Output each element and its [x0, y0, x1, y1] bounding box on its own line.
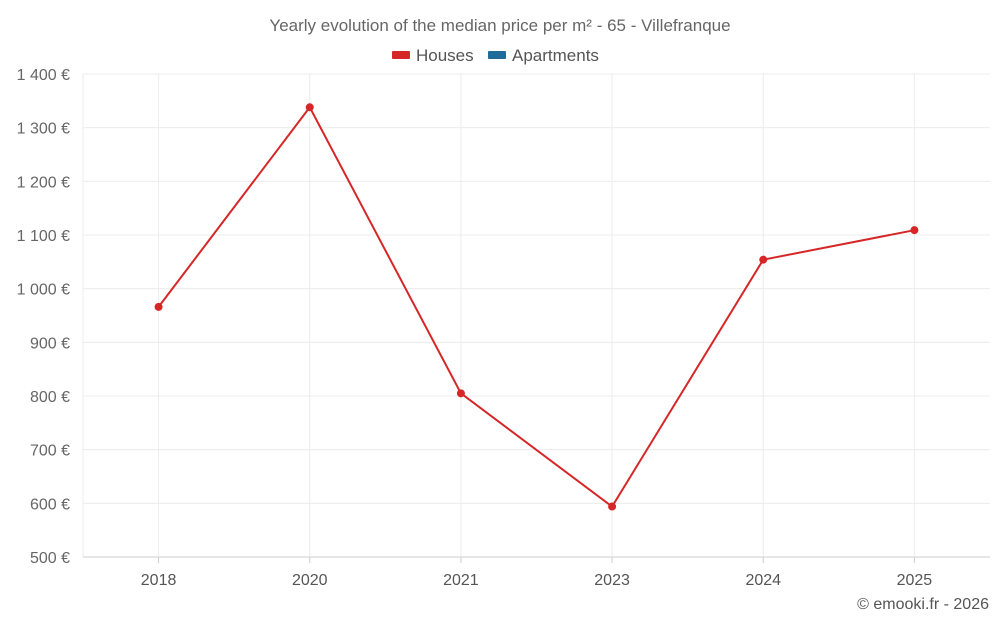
x-axis: 2018 2020 2021 2023 2024 2025: [141, 557, 933, 589]
data-point-houses-2025[interactable]: [910, 226, 919, 235]
x-tick-label: 2018: [141, 572, 177, 589]
y-axis: 500 € 600 € 700 € 800 € 900 € 1 000 € 1 100 € 1…: [17, 67, 70, 567]
chart-title: Yearly evolution of the median price per…: [269, 16, 730, 35]
x-tick-label: 2020: [292, 572, 328, 589]
series-line-houses: [157, 106, 915, 508]
y-tick-label: 800 €: [30, 389, 70, 406]
y-tick-label: 900 €: [30, 335, 70, 352]
y-tick-label: 1 300 €: [17, 121, 70, 138]
y-tick-label: 1 200 €: [17, 174, 70, 191]
y-tick-label: 500 €: [30, 550, 70, 567]
data-point-houses-2020[interactable]: [305, 103, 314, 112]
data-point-houses-2024[interactable]: [759, 255, 768, 264]
x-tick-label: 2023: [594, 572, 630, 589]
data-point-houses-2023[interactable]: [608, 502, 617, 511]
legend-swatch-houses: [392, 51, 410, 59]
y-tick-label: 1 000 €: [17, 282, 70, 299]
y-tick-label: 1 400 €: [17, 67, 70, 84]
x-tick-label: 2024: [745, 572, 781, 589]
footer-credit: © emooki.fr - 2026: [857, 596, 989, 613]
series-houses: [154, 103, 919, 511]
y-tick-label: 1 100 €: [17, 228, 70, 245]
legend-label-apartments: Apartments: [512, 46, 599, 65]
data-point-houses-2018[interactable]: [154, 302, 163, 311]
legend-label-houses: Houses: [416, 46, 474, 65]
y-tick-label: 600 €: [30, 496, 70, 513]
legend-item-apartments[interactable]: Apartments: [488, 46, 599, 65]
x-tick-label: 2025: [897, 572, 933, 589]
y-tick-label: 700 €: [30, 443, 70, 460]
legend-swatch-apartments: [488, 51, 506, 59]
data-point-houses-2021[interactable]: [456, 389, 465, 398]
grid: [82, 73, 990, 558]
legend: Houses Apartments: [392, 46, 599, 65]
x-tick-label: 2021: [443, 572, 479, 589]
legend-item-houses[interactable]: Houses: [392, 46, 474, 65]
